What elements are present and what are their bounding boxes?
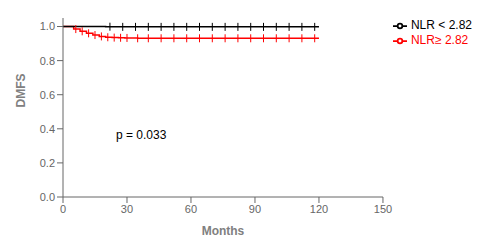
html-text:NLR < 2.82: NLR < 2.82 — [411, 18, 472, 32]
svg-text:DMFS: DMFS — [14, 74, 28, 108]
svg-text:0.2: 0.2 — [40, 157, 55, 169]
svg-text:0.8: 0.8 — [40, 55, 55, 67]
html-text:NLR≥ 2.82: NLR≥ 2.82 — [411, 32, 469, 47]
svg-text:0.4: 0.4 — [40, 123, 55, 135]
svg-text:Months: Months — [202, 224, 245, 238]
svg-text:0: 0 — [60, 203, 66, 215]
svg-text:0.0: 0.0 — [40, 191, 55, 203]
svg-text:p = 0.033: p = 0.033 — [116, 128, 167, 142]
svg-text:1.0: 1.0 — [40, 20, 55, 32]
svg-text:120: 120 — [310, 203, 328, 215]
svg-text:60: 60 — [185, 203, 197, 215]
svg-text:90: 90 — [249, 203, 261, 215]
svg-text:30: 30 — [121, 203, 133, 215]
svg-text:150: 150 — [374, 203, 392, 215]
svg-text:0.6: 0.6 — [40, 89, 55, 101]
